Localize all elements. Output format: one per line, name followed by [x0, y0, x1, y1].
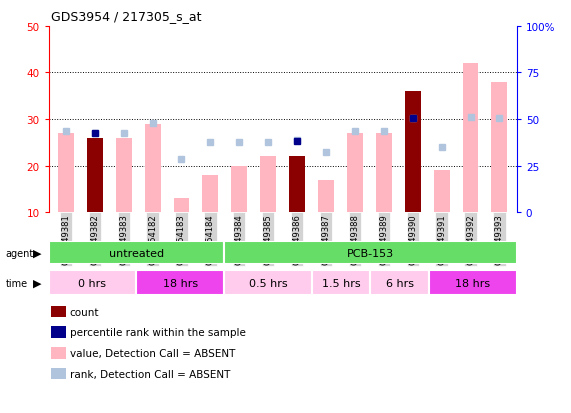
Text: agent: agent [6, 248, 34, 258]
Text: 0.5 hrs: 0.5 hrs [249, 278, 287, 288]
Bar [49, 271, 136, 295]
Bar [318, 180, 334, 213]
Text: ▶: ▶ [33, 278, 41, 288]
Text: time: time [6, 278, 28, 288]
Text: PCB-153: PCB-153 [347, 248, 394, 258]
Bar [289, 157, 305, 213]
Text: 6 hrs: 6 hrs [385, 278, 414, 288]
Bar [463, 64, 478, 213]
Bar [87, 138, 103, 213]
Bar [174, 199, 190, 213]
Text: 18 hrs: 18 hrs [455, 278, 490, 288]
Bar [87, 138, 103, 213]
Bar [260, 157, 276, 213]
Bar [231, 166, 247, 213]
Bar [224, 242, 517, 264]
Bar [433, 171, 449, 213]
Bar [429, 271, 517, 295]
Bar [371, 271, 429, 295]
Bar [224, 271, 312, 295]
Bar [347, 134, 363, 213]
Bar [405, 92, 421, 213]
Bar [312, 271, 371, 295]
Bar [376, 134, 392, 213]
Bar [116, 138, 132, 213]
Bar [144, 124, 160, 213]
Bar [289, 157, 305, 213]
Text: value, Detection Call = ABSENT: value, Detection Call = ABSENT [70, 348, 235, 358]
Text: rank, Detection Call = ABSENT: rank, Detection Call = ABSENT [70, 369, 230, 379]
Bar [405, 92, 421, 213]
Bar [136, 271, 224, 295]
Bar [492, 83, 508, 213]
Text: GDS3954 / 217305_s_at: GDS3954 / 217305_s_at [51, 10, 202, 23]
Text: ▶: ▶ [33, 248, 41, 258]
Text: 18 hrs: 18 hrs [163, 278, 198, 288]
Bar [49, 242, 224, 264]
Text: untreated: untreated [108, 248, 164, 258]
Bar [58, 134, 74, 213]
Text: 0 hrs: 0 hrs [78, 278, 106, 288]
Text: percentile rank within the sample: percentile rank within the sample [70, 328, 246, 337]
Bar [203, 176, 218, 213]
Text: count: count [70, 307, 99, 317]
Text: 1.5 hrs: 1.5 hrs [322, 278, 360, 288]
